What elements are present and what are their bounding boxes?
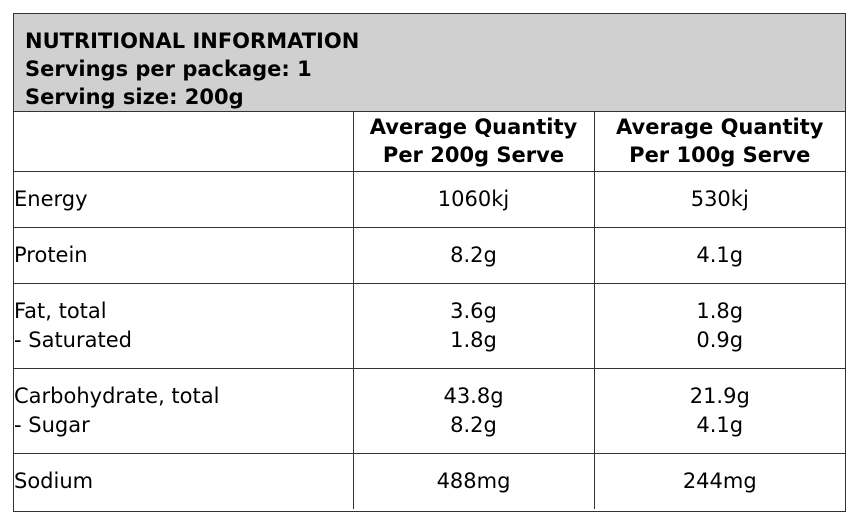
per-serve-value: 43.8g 8.2g: [352, 367, 595, 454]
table-row-fat: Fat, total - Saturated 3.6g 1.8g 1.8g 0.…: [14, 282, 845, 369]
nutrient-name: Energy: [14, 170, 354, 228]
header-blank-cell: [14, 112, 354, 172]
nutrient-name: Fat, total - Saturated: [14, 282, 354, 369]
nutrition-table: Average Quantity Per 200g Serve Average …: [14, 112, 845, 509]
per-100g-value: 4.1g: [593, 226, 845, 284]
per-100g-value: 1.8g 0.9g: [593, 282, 845, 369]
per-serve-value: 3.6g 1.8g: [352, 282, 595, 369]
nutrition-title: NUTRITIONAL INFORMATION: [25, 29, 360, 53]
per-serve-value: 488mg: [352, 452, 595, 509]
per-serve-value: 1060kj: [352, 170, 595, 228]
nutrient-name: Carbohydrate, total - Sugar: [14, 367, 354, 454]
nutrition-header: NUTRITIONAL INFORMATION Servings per pac…: [14, 14, 845, 112]
nutrient-name: Sodium: [14, 452, 354, 509]
table-row-protein: Protein 8.2g 4.1g: [14, 226, 845, 284]
header-per-serve: Average Quantity Per 200g Serve: [352, 112, 595, 172]
nutrition-panel: NUTRITIONAL INFORMATION Servings per pac…: [13, 13, 846, 512]
table-header-row: Average Quantity Per 200g Serve Average …: [14, 112, 845, 172]
table-row-energy: Energy 1060kj 530kj: [14, 170, 845, 228]
per-100g-value: 244mg: [593, 452, 845, 509]
table-row-carbohydrate: Carbohydrate, total - Sugar 43.8g 8.2g 2…: [14, 367, 845, 454]
serving-size: Serving size: 200g: [25, 85, 244, 109]
per-100g-value: 530kj: [593, 170, 845, 228]
table-row-sodium: Sodium 488mg 244mg: [14, 452, 845, 509]
servings-per-package: Servings per package: 1: [25, 57, 312, 81]
per-serve-value: 8.2g: [352, 226, 595, 284]
per-100g-value: 21.9g 4.1g: [593, 367, 845, 454]
nutrient-name: Protein: [14, 226, 354, 284]
header-per-100g: Average Quantity Per 100g Serve: [593, 112, 845, 172]
